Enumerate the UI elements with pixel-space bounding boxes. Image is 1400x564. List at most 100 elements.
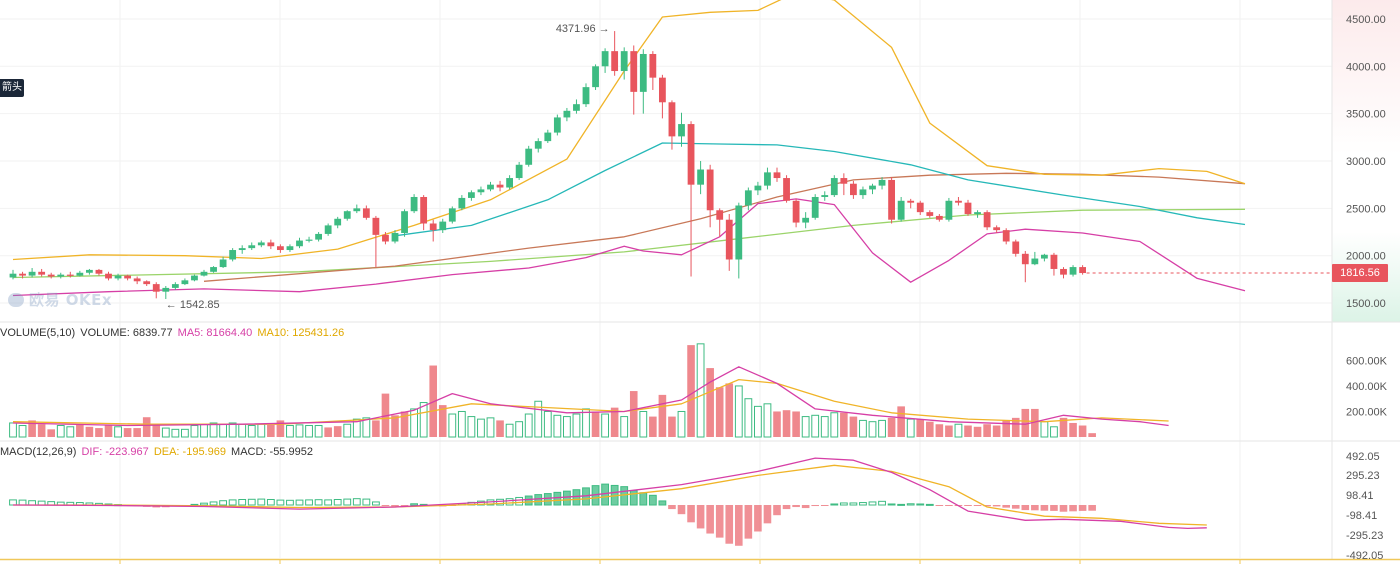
volume-bar <box>696 343 705 438</box>
macd-axis-label: 98.41 <box>1346 490 1374 502</box>
volume-legend-ma5: MA5: 81664.40 <box>177 327 253 339</box>
candle-body <box>716 210 724 220</box>
volume-bar <box>66 426 75 438</box>
current-price-tag: 1816.56 <box>1332 264 1388 283</box>
volume-bar <box>448 413 457 438</box>
volume-bar <box>219 423 227 438</box>
macd-legend-macd: MACD: -55.9952 <box>231 446 313 458</box>
macd-bar <box>238 498 247 506</box>
macd-bar <box>276 499 285 506</box>
macd-bar <box>820 505 829 506</box>
candle-body <box>764 172 771 186</box>
volume-bar <box>887 417 896 437</box>
volume-bar <box>343 423 352 438</box>
volume-bar <box>238 423 247 438</box>
volume-bar <box>209 422 218 438</box>
macd-bar <box>257 498 266 506</box>
candle-body <box>888 179 895 220</box>
candle-body <box>143 281 151 285</box>
candle-body <box>1021 253 1029 265</box>
macd-bar <box>782 505 791 510</box>
candle-body <box>1012 241 1020 254</box>
macd-bar <box>524 495 533 506</box>
volume-bar <box>95 428 103 437</box>
boll-upper-line <box>12 0 1246 261</box>
volume-bar <box>1040 421 1049 438</box>
candle-body <box>86 269 93 273</box>
volume-legend-name: VOLUME(5,10) <box>0 327 76 339</box>
macd-legend-dif: DIF: -223.967 <box>81 446 149 458</box>
macd-bar <box>305 499 313 506</box>
ma200-line <box>12 208 1246 279</box>
macd-bar <box>916 503 925 506</box>
candle-body <box>544 132 552 142</box>
volume-bar <box>992 425 1001 437</box>
volume-bar <box>916 419 925 437</box>
macd-bar <box>687 505 695 523</box>
candle-body <box>391 232 399 242</box>
volume-bar <box>543 410 552 438</box>
macd-bar <box>410 503 419 506</box>
candle-body <box>553 117 561 133</box>
candle-body <box>181 280 189 285</box>
ma120-line <box>203 172 1246 282</box>
volume-bar <box>28 420 36 437</box>
arrow-tool-tag[interactable]: 箭头 <box>0 79 24 97</box>
macd-bar <box>897 503 906 506</box>
volume-legend-value: VOLUME: 6839.77 <box>80 327 173 339</box>
macd-bar <box>830 503 839 506</box>
volume-bar <box>620 416 629 438</box>
candle-body <box>649 53 657 78</box>
volume-bar <box>18 425 27 438</box>
macd-axis-label: -492.05 <box>1346 550 1383 562</box>
volume-bar <box>820 416 829 438</box>
candle-body <box>859 189 867 196</box>
macd-bar <box>209 501 218 506</box>
candle-body <box>19 273 26 276</box>
macd-bar <box>859 502 867 506</box>
volume-bar <box>610 407 619 437</box>
volume-bar <box>763 403 772 438</box>
candle-body <box>277 246 284 251</box>
volume-bar <box>104 424 113 437</box>
volume-bar <box>324 427 332 437</box>
candle-body <box>754 185 762 191</box>
price-axis-label: 2500.00 <box>1346 203 1386 215</box>
candle-body <box>983 212 991 228</box>
volume-bar <box>629 391 638 437</box>
candle-body <box>620 51 628 72</box>
candle-body <box>286 246 294 251</box>
price-axis-label: 3500.00 <box>1346 109 1386 121</box>
candle-body <box>191 275 198 281</box>
candle-body <box>420 196 428 224</box>
candle-body <box>152 284 160 292</box>
volume-bar <box>830 412 839 438</box>
volume-bar <box>1059 417 1068 437</box>
candle-body <box>697 169 704 185</box>
volume-ma5-line <box>12 366 1169 427</box>
price-axis-label: 4000.00 <box>1346 61 1386 73</box>
macd-axis-label: 492.05 <box>1346 451 1380 463</box>
macd-axis-label: -98.41 <box>1346 510 1377 522</box>
candle-body <box>305 239 313 241</box>
volume-bar <box>954 423 963 438</box>
volume-bar <box>649 416 657 437</box>
candle-body <box>1002 230 1010 242</box>
macd-bar <box>247 498 256 506</box>
candle-body <box>659 77 666 103</box>
volume-bar <box>926 421 934 437</box>
volume-bar <box>773 411 781 437</box>
macd-bar <box>754 505 762 532</box>
macd-bar <box>964 505 972 506</box>
candle-body <box>334 218 342 226</box>
volume-bar <box>276 420 285 437</box>
candle-body <box>1060 268 1067 275</box>
candle-body <box>229 250 237 260</box>
candle-body <box>668 102 676 137</box>
volume-bar <box>1069 422 1077 437</box>
macd-bar <box>505 498 514 506</box>
volume-bar <box>1050 426 1058 438</box>
macd-bar <box>1069 505 1077 512</box>
